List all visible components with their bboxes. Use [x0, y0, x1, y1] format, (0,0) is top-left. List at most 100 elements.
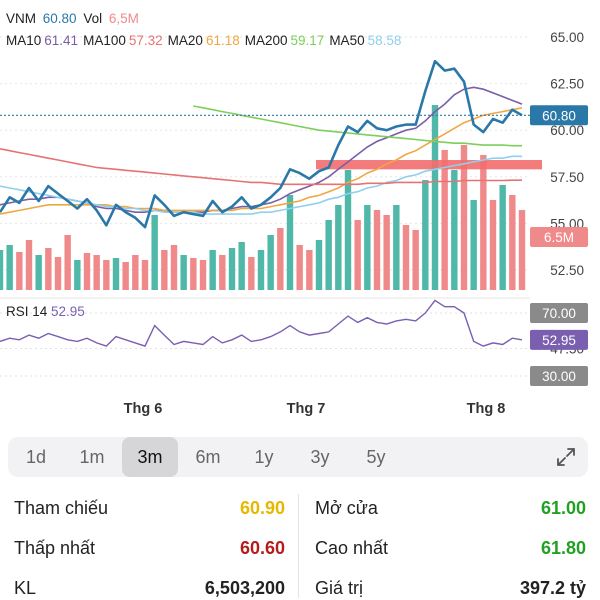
ma-legend-value-ma100: 57.32: [128, 33, 163, 48]
stock-chart[interactable]: 65.0062.5060.0057.5055.0052.5060.806.5M7…: [0, 0, 600, 425]
timeframe-list: 1d 1m 3m 6m 1y 3y 5y: [8, 437, 404, 477]
stats-row-3: KL 6,503,200 Giá trị 397.2 tỷ: [0, 568, 600, 600]
volume-bar-54: [518, 210, 526, 290]
volume-bar-37: [354, 220, 361, 290]
rsi-level-label-0: 70.00: [542, 306, 576, 321]
turnover-value: 397.2 tỷ: [519, 578, 586, 598]
vol-value: 6,5M: [108, 11, 139, 26]
volume-bar-8: [74, 260, 81, 290]
volume-bar-9: [83, 253, 91, 290]
rsi-current-tag-label: 52.95: [542, 333, 576, 348]
ma-legend-value-ma50: 58.58: [367, 33, 402, 48]
volume-bar-51: [489, 200, 497, 290]
volume-bar-43: [412, 230, 419, 290]
volume-bar-5: [45, 248, 52, 290]
price-line: [0, 59, 523, 229]
reference-value: 60.90: [239, 498, 285, 518]
timeframe-6m[interactable]: 6m: [195, 447, 221, 467]
volume-bar-48: [460, 145, 468, 290]
rsi-label: RSI 14 52.95: [6, 304, 85, 319]
symbol-label: VNM: [6, 11, 36, 26]
volume-bar-34: [325, 220, 332, 290]
low-label: Thấp nhất: [14, 538, 96, 558]
volume-bar-6: [54, 257, 62, 290]
x-axis-label-1: Thg 7: [287, 401, 326, 417]
high-label: Cao nhất: [315, 538, 389, 558]
price-tick-label-2: 60.00: [550, 123, 584, 138]
volume-bar-24: [228, 248, 236, 290]
volume-value: 6,503,200: [204, 578, 285, 598]
ma-legend-label-ma20: MA20: [167, 33, 203, 48]
volume-bar-28: [267, 235, 274, 290]
volume-bar-30: [286, 195, 294, 290]
volume-bar-12: [112, 258, 120, 290]
volume-bar-20: [190, 258, 197, 290]
rsi-label-value: 52.95: [51, 304, 85, 319]
volume-bar-16: [151, 215, 158, 290]
ma-legend-label-ma10: MA10: [6, 33, 42, 48]
rsi-level-tag-2: [530, 366, 588, 386]
volume-bar-44: [422, 180, 429, 290]
current-price-tag-label: 60.80: [542, 108, 576, 123]
volume-bar-17: [161, 250, 168, 290]
volume-bar-14: [132, 255, 139, 290]
open-label: Mở cửa: [315, 498, 378, 518]
volume-bar-49: [470, 200, 477, 290]
volume-bar-3: [25, 240, 33, 290]
volume-bar-52: [499, 185, 506, 290]
volume-bar-23: [219, 255, 226, 290]
stats-row-1: Tham chiếu 60.90 Mở cửa 61.00: [0, 488, 600, 528]
current-volume-tag-label: 6.5M: [544, 230, 574, 245]
timeframe-1m[interactable]: 1m: [79, 447, 105, 467]
volume-bar-31: [296, 245, 303, 290]
volume-bar-39: [373, 210, 381, 290]
stats-row-2: Thấp nhất 60.60 Cao nhất 61.80: [0, 528, 600, 568]
stats-divider: [298, 494, 299, 598]
ma-line-ma100: [0, 148, 522, 186]
volume-bar-18: [170, 245, 178, 290]
price-tick-label-5: 52.50: [550, 263, 584, 278]
reference-label: Tham chiếu: [14, 498, 109, 518]
volume-bar-13: [122, 262, 129, 290]
volume-bar-36: [344, 170, 352, 290]
rsi-line: [0, 299, 523, 347]
high-value: 61.80: [540, 538, 586, 558]
timeframe-1y[interactable]: 1y: [254, 447, 274, 467]
ma-legend-label-ma100: MA100: [83, 33, 126, 48]
volume-bar-29: [277, 228, 284, 290]
volume-bar-26: [248, 257, 255, 290]
volume-bar-35: [335, 205, 342, 290]
volume-bar-21: [199, 260, 207, 290]
open-value: 61.00: [540, 498, 586, 518]
support-zone: [316, 160, 542, 170]
volume-bar-42: [402, 225, 410, 290]
timeframe-1d[interactable]: 1d: [25, 447, 47, 467]
timeframe-5y[interactable]: 5y: [366, 447, 386, 467]
volume-label: KL: [14, 578, 37, 598]
volume-bar-40: [383, 215, 390, 290]
volume-bar-38: [364, 205, 371, 290]
current-volume-tag: [530, 227, 588, 247]
volume-bar-45: [431, 105, 439, 290]
volume-bar-4: [35, 255, 42, 290]
volume-bar-7: [64, 235, 71, 290]
price-tick-label-0: 65.00: [550, 30, 584, 45]
volume-bar-19: [180, 255, 187, 290]
ma-legend-value-ma200: 59.17: [290, 33, 325, 48]
volume-bar-25: [238, 242, 245, 290]
price-legend: VNM 60.80 Vol 6,5M: [6, 11, 142, 26]
x-axis-label-0: Thg 6: [124, 401, 163, 417]
price-tick-label-1: 62.50: [550, 77, 584, 92]
turnover-label: Giá trị: [315, 578, 364, 598]
ma-legend-value-ma10: 61.41: [44, 33, 79, 48]
volume-bar-33: [315, 240, 323, 290]
rsi-current-tag: [530, 329, 588, 350]
ma-line-ma50: [0, 155, 522, 215]
ma-legend-label-ma200: MA200: [244, 33, 288, 48]
timeframe-3m[interactable]: 3m: [122, 437, 178, 477]
ma-legend: MA10 61.41 MA100 57.32 MA20 61.18 MA200 59.17 MA…: [6, 33, 406, 48]
expand-diagonal-icon[interactable]: [554, 445, 578, 469]
price-value: 60.80: [42, 11, 77, 26]
timeframe-3y[interactable]: 3y: [310, 447, 330, 467]
volume-bar-47: [451, 170, 458, 290]
